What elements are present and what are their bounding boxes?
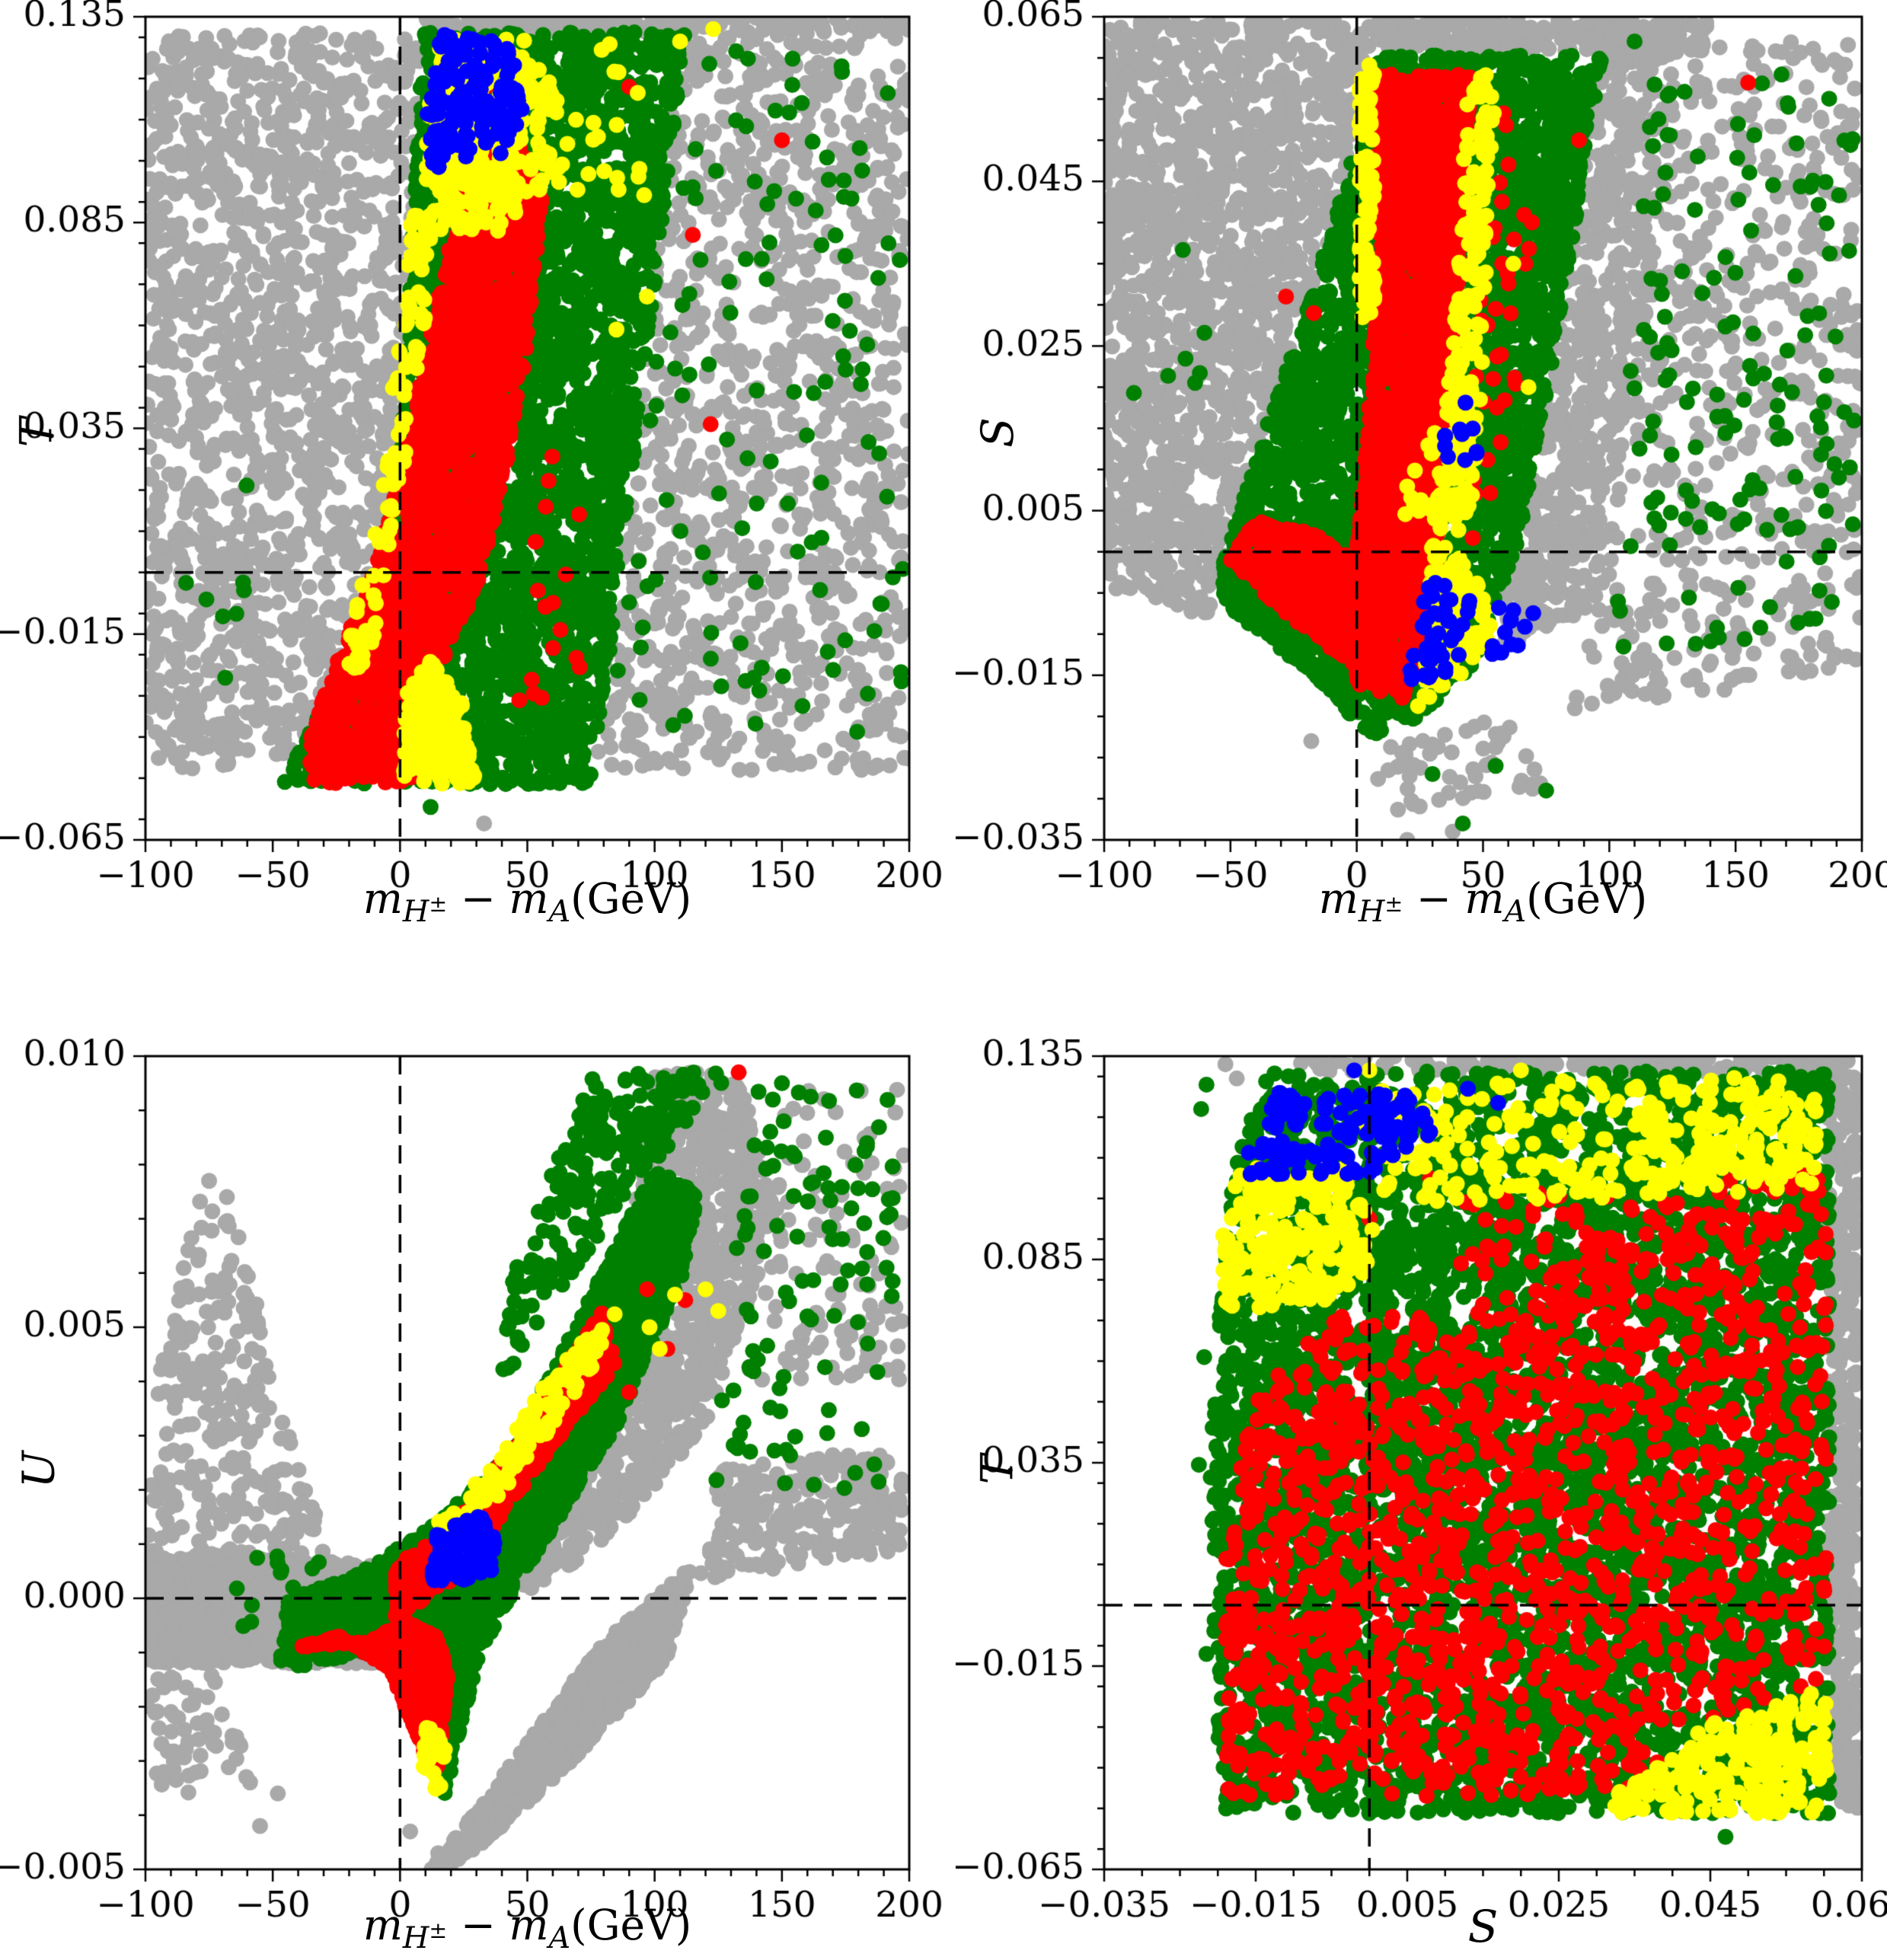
xlabel-bottom-left-mass: mH± − mA(GeV) [145, 1901, 909, 1955]
xlabel-bottom-right-S: S [1467, 1901, 1499, 1952]
xlabel-unit: (GeV) [1526, 874, 1648, 923]
xlabel-sup-pm: ± [429, 1918, 448, 1944]
xlabel-sub-H: H [402, 894, 429, 930]
xlabel-var-m2: m [509, 874, 549, 923]
xlabel-sup-pm: ± [429, 892, 448, 918]
xlabel-minus: − [447, 874, 509, 923]
xlabel-var-m2: m [509, 1901, 549, 1949]
ylabel-bottom-right-T: T [971, 1454, 1023, 1485]
xlabel-unit: (GeV) [570, 1901, 692, 1949]
xlabel-unit: (GeV) [570, 874, 692, 923]
xlabel-sub-A: A [548, 894, 571, 930]
xlabel-var-m1: m [362, 1901, 403, 1949]
xlabel-sub-H: H [1358, 894, 1385, 930]
xlabel-top-left-mass: mH± − mA(GeV) [145, 874, 909, 929]
xlabel-top-right-mass: mH± − mA(GeV) [1104, 874, 1862, 929]
xlabel-sub-A: A [1504, 894, 1527, 930]
xlabel-minus: − [447, 1901, 509, 1949]
xlabel-sub-A: A [548, 1920, 571, 1956]
xlabel-var-m1: m [1318, 874, 1359, 923]
xlabel-minus: − [1403, 874, 1465, 923]
xlabel-var-m2: m [1464, 874, 1505, 923]
ylabel-top-right-S: S [971, 417, 1023, 448]
xlabel-sub-H: H [402, 1920, 429, 1956]
ylabel-top-left-T: T [10, 417, 62, 448]
xlabel-sup-pm: ± [1384, 892, 1403, 918]
xlabel-var-m1: m [362, 874, 403, 923]
ylabel-bottom-left-U: U [12, 1451, 65, 1489]
